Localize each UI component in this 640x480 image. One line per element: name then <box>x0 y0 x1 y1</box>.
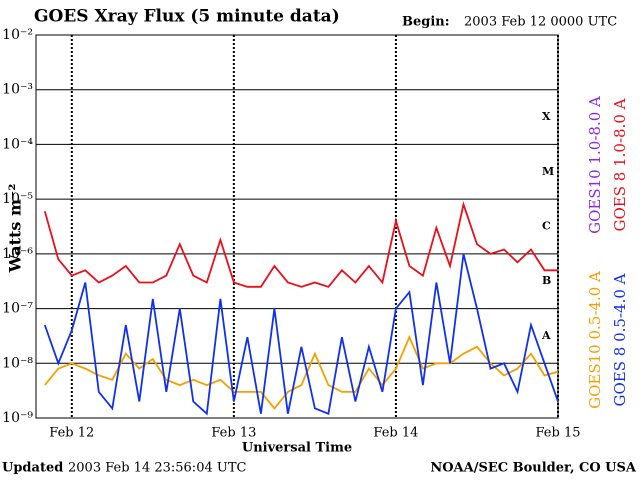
x-axis-label: Universal Time <box>242 441 352 456</box>
y-tick-label: 10⁻⁹ <box>2 410 33 426</box>
legend-label: GOES10 1.0-8.0 A <box>586 96 604 234</box>
flare-class-label: M <box>542 165 554 178</box>
series-line <box>43 201 558 288</box>
y-tick-label: 10⁻³ <box>2 82 33 98</box>
y-tick-label: 10⁻² <box>2 27 33 43</box>
chart-title: GOES Xray Flux (5 minute data) <box>34 7 340 27</box>
x-tick-label: Feb 12 <box>49 426 94 441</box>
credit: NOAA/SEC Boulder, CO USA <box>430 461 637 476</box>
y-tick-label: 10⁻⁷ <box>2 301 33 317</box>
plot-frame <box>35 34 559 419</box>
legend-label: GOES 8 0.5-4.0 A <box>611 273 629 406</box>
y-tick-label: 10⁻⁵ <box>2 191 33 207</box>
flare-class-label: B <box>542 274 551 287</box>
x-tick-label: Feb 13 <box>211 426 256 441</box>
y-tick-label: 10⁻⁸ <box>2 355 33 371</box>
begin-date: 2003 Feb 12 0000 UTC <box>464 15 617 30</box>
series-line <box>43 253 559 416</box>
updated-date: 2003 Feb 14 23:56:04 UTC <box>68 461 246 476</box>
y-tick-label: 10⁻⁶ <box>2 246 33 262</box>
flare-class-label: C <box>542 220 551 233</box>
flare-class-label: X <box>542 110 551 123</box>
y-axis-label: Watts m⁻² <box>6 184 25 274</box>
flare-class-label: A <box>541 329 551 342</box>
begin-label: Begin: <box>402 15 450 30</box>
updated-label: Updated <box>2 461 63 476</box>
legend-label: GOES 8 1.0-8.0 A <box>611 98 629 231</box>
legend-label: GOES10 0.5-4.0 A <box>586 271 604 409</box>
x-tick-label: Feb 15 <box>536 426 581 441</box>
x-tick-label: Feb 14 <box>373 426 418 441</box>
y-tick-label: 10⁻⁴ <box>2 136 33 152</box>
series-line <box>44 334 559 410</box>
